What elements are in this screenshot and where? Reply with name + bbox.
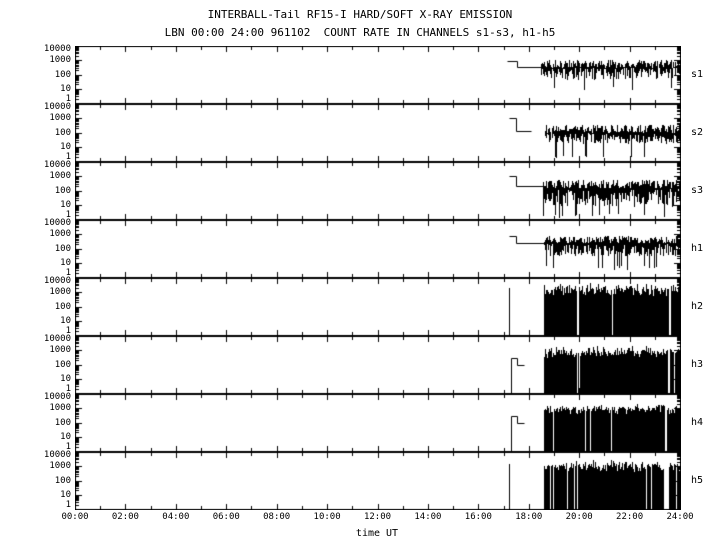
panel-h5-plot: [75, 452, 681, 510]
y-tick-label: 10: [60, 432, 71, 442]
y-tick-label: 1: [65, 210, 71, 220]
y-tick-label: 1000: [49, 403, 71, 413]
y-tick-label: 1: [65, 152, 71, 162]
y-tick-label: 10: [60, 258, 71, 268]
y-tick-label: 100: [54, 128, 71, 138]
panel-h2: 10000 1000 100 10 1 h2: [0, 276, 720, 336]
x-tick-label: 20:00: [565, 512, 593, 522]
y-tick-label: 100: [54, 360, 71, 370]
panel-label-s1: s1: [691, 69, 704, 80]
y-tick-label: 1: [65, 442, 71, 452]
panel-h4-plot: [75, 394, 681, 452]
x-tick-label: 16:00: [464, 512, 492, 522]
y-tick-label: 10000: [43, 276, 71, 286]
y-tick-label: 100: [54, 418, 71, 428]
x-tick-label: 08:00: [263, 512, 291, 522]
y-tick-label: 10000: [43, 392, 71, 402]
y-tick-label: 10000: [43, 44, 71, 54]
panel-s3: 10000 1000 100 10 1 s3: [0, 160, 720, 220]
y-tick-label: 1000: [49, 229, 71, 239]
panel-label-h1: h1: [691, 243, 704, 254]
x-tick-label: 02:00: [111, 512, 139, 522]
panel-s1-plot: [75, 46, 681, 104]
y-tick-label: 100: [54, 70, 71, 80]
y-tick-label: 10: [60, 142, 71, 152]
y-tick-label: 1000: [49, 345, 71, 355]
x-tick-label: 00:00: [61, 512, 89, 522]
panel-h5: 10000 1000 100 10 1 h5: [0, 450, 720, 510]
panel-label-s3: s3: [691, 185, 704, 196]
x-tick-label: 22:00: [616, 512, 644, 522]
y-tick-label: 10000: [43, 160, 71, 170]
y-tick-label: 10: [60, 200, 71, 210]
y-tick-label: 1: [65, 500, 71, 510]
y-tick-label: 100: [54, 476, 71, 486]
chart-title: INTERBALL-Tail RF15-I HARD/SOFT X-RAY EM…: [207, 8, 513, 21]
x-tick-label: 18:00: [515, 512, 543, 522]
y-tick-label: 1: [65, 268, 71, 278]
y-tick-label: 100: [54, 186, 71, 196]
x-tick-label: 06:00: [212, 512, 240, 522]
chart-subtitle: LBN 00:00 24:00 961102 COUNT RATE IN CHA…: [164, 26, 556, 39]
y-tick-label: 10: [60, 84, 71, 94]
panel-label-s2: s2: [691, 127, 704, 138]
x-tick-label: 14:00: [414, 512, 442, 522]
y-tick-label: 1000: [49, 171, 71, 181]
panel-label-h5: h5: [691, 475, 704, 486]
panel-h3: 10000 1000 100 10 1 h3: [0, 334, 720, 394]
y-tick-label: 100: [54, 244, 71, 254]
y-tick-label: 10000: [43, 450, 71, 460]
y-tick-label: 1: [65, 326, 71, 336]
y-tick-label: 1: [65, 384, 71, 394]
y-tick-label: 10: [60, 316, 71, 326]
panel-h1: 10000 1000 100 10 1 h1: [0, 218, 720, 278]
panel-s2: 10000 1000 100 10 1 s2: [0, 102, 720, 162]
panel-s3-plot: [75, 162, 681, 220]
panel-h3-plot: [75, 336, 681, 394]
x-tick-label: 24:00: [666, 512, 694, 522]
x-tick-label: 04:00: [162, 512, 190, 522]
panel-label-h3: h3: [691, 359, 704, 370]
panel-label-h2: h2: [691, 301, 704, 312]
y-tick-label: 10: [60, 490, 71, 500]
y-tick-label: 10000: [43, 218, 71, 228]
panel-h4: 10000 1000 100 10 1 h4: [0, 392, 720, 452]
y-tick-label: 1000: [49, 287, 71, 297]
y-tick-label: 1000: [49, 55, 71, 65]
y-tick-label: 10000: [43, 334, 71, 344]
y-tick-label: 10000: [43, 102, 71, 112]
x-axis-tick-labels: 00:00 02:00 04:00 06:00 08:00 10:00 12:00 14:00…: [0, 512, 720, 524]
y-tick-label: 10: [60, 374, 71, 384]
y-tick-label: 100: [54, 302, 71, 312]
y-tick-label: 1: [65, 94, 71, 104]
x-tick-label: 12:00: [363, 512, 392, 522]
y-tick-label: 1000: [49, 113, 71, 123]
x-axis-title: time UT: [355, 528, 399, 539]
panel-s1: 10000 1000 100 10 1 s1: [0, 44, 720, 104]
panel-h2-plot: [75, 278, 681, 336]
panel-h1-plot: [75, 220, 681, 278]
x-tick-label: 10:00: [313, 512, 341, 522]
panel-s2-plot: [75, 104, 681, 162]
panel-label-h4: h4: [691, 417, 704, 428]
y-tick-label: 1000: [49, 461, 71, 471]
